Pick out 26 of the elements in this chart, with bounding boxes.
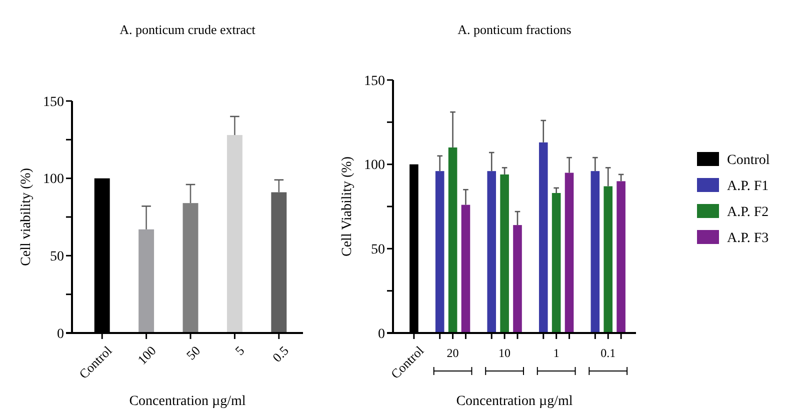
y-tick-label: 150 [364, 74, 385, 89]
x-tick-label: 5 [232, 342, 248, 358]
chart-title: A. ponticum crude extract [120, 22, 256, 37]
x-tick-label: 50 [183, 342, 204, 363]
y-tick-label: 150 [43, 94, 64, 110]
y-tick-label: 100 [43, 172, 64, 188]
x-tick-label: 100 [134, 342, 159, 368]
y-tick-label: 0 [378, 326, 385, 342]
y-tick-label: 0 [57, 326, 64, 342]
y-tick-label: 100 [364, 158, 385, 174]
x-tick-label: 1 [553, 346, 560, 360]
y-tick-label: 50 [50, 250, 64, 265]
y-axis-title: Cell Viability (%) [340, 156, 355, 256]
legend-label: A.P. F1 [727, 178, 769, 194]
x-axis-title: Concentration µg/ml [129, 394, 246, 409]
y-tick-label: 50 [371, 242, 385, 258]
x-tick-label: 0.1 [600, 346, 616, 360]
legend-label: A.P. F2 [727, 204, 769, 220]
x-tick-label: 0.5 [269, 342, 292, 366]
y-axis-title: Cell viability (%) [19, 168, 34, 266]
x-tick-label: 10 [498, 346, 511, 360]
legend-label: A.P. F3 [727, 230, 769, 246]
x-tick-label: 20 [446, 346, 459, 360]
legend-label: Control [727, 152, 770, 168]
chart-title: A. ponticum fractions [458, 22, 572, 37]
x-axis-title: Concentration µg/ml [456, 394, 573, 409]
